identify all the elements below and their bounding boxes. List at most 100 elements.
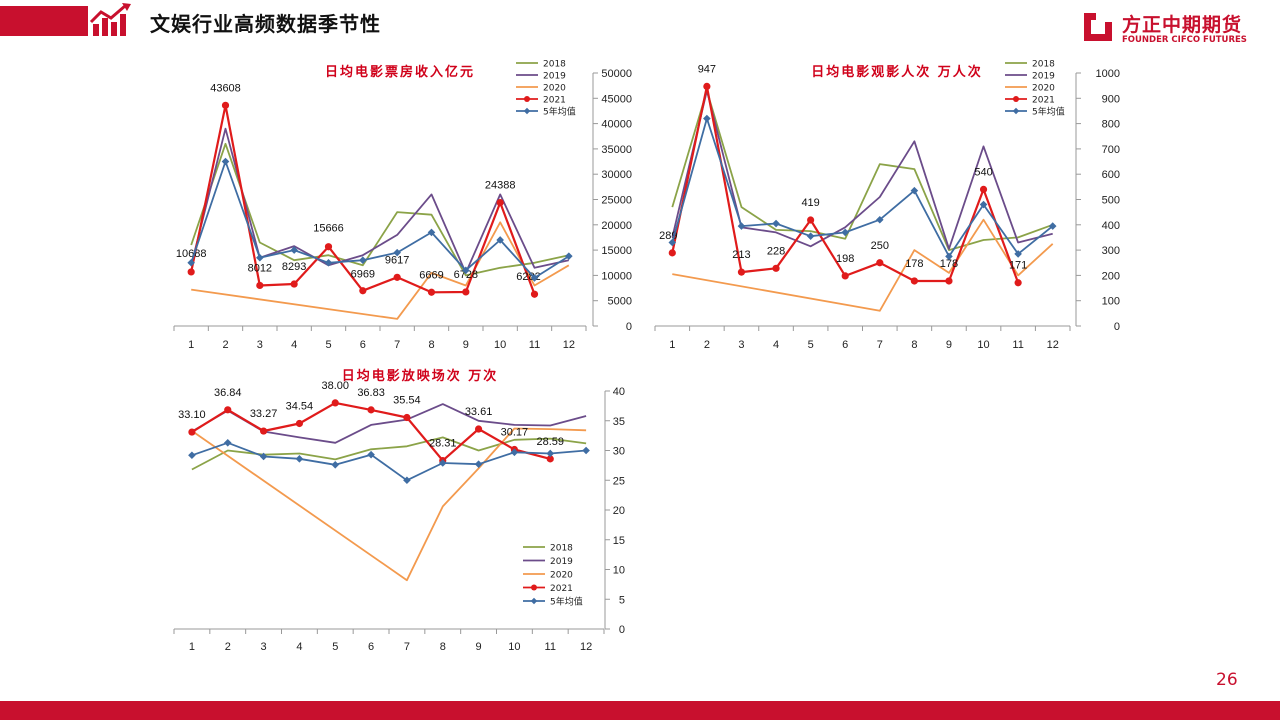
x-tick-label: 12 [580,641,592,653]
point-5yr-avg [331,460,340,469]
point-5yr-avg [668,238,677,247]
data-label: 35.54 [393,395,421,407]
point-5yr-avg [438,459,447,467]
legend-label: 2019 [550,557,573,567]
point-5yr-avg [221,157,230,166]
y-tick-label: 5000 [608,296,632,308]
point-2021 [324,243,333,251]
point-2021 [427,288,436,296]
series-line-2020 [191,427,587,582]
point-2021 [187,268,195,276]
y-tick-label: 30000 [601,169,632,181]
y-tick-label: 600 [1102,169,1120,181]
y-tick-label: 50000 [601,68,632,80]
page-number: 26 [1216,670,1238,690]
legend-label: 2020 [550,571,573,581]
point-5yr-avg [474,460,483,468]
legend-label: 2021 [1032,96,1055,106]
data-label: 228 [767,245,785,257]
point-5yr-avg [427,228,436,237]
point-5yr-avg [582,446,590,455]
chart-title: 日均电影观影人次 万人次 [811,64,983,80]
series-line-5年均值 [190,160,570,279]
point-5yr-avg [875,215,884,224]
legend-label: 2018 [1032,60,1055,70]
point-5yr-avg [359,256,367,265]
x-tick-label: 8 [428,339,434,351]
y-tick-label: 0 [1114,321,1120,333]
x-tick-label: 7 [404,641,410,653]
x-tick-label: 10 [494,339,506,351]
data-label: 213 [732,249,750,261]
point-2021 [945,277,953,285]
footer-red-bar [0,701,1280,720]
point-5yr-avg [806,232,815,240]
x-tick-label: 7 [877,339,883,351]
legend-label: 2020 [543,84,566,94]
x-tick-label: 2 [704,339,710,351]
page-title: 文娱行业高频数据季节性 [150,12,381,36]
point-2021 [359,287,367,295]
x-tick-label: 5 [808,339,814,351]
data-label: 6728 [454,269,478,281]
data-label: 36.84 [214,387,242,399]
x-tick-label: 8 [440,641,446,653]
data-label: 6969 [351,269,375,281]
point-5yr-avg [510,448,519,457]
y-tick-label: 35000 [601,144,632,156]
x-tick-label: 9 [476,641,482,653]
y-tick-label: 10 [613,565,625,577]
x-tick-label: 1 [669,339,675,351]
point-5yr-avg [546,449,555,458]
y-tick-label: 1000 [1096,68,1120,80]
y-tick-label: 400 [1102,220,1120,232]
legend-label: 5年均值 [550,596,583,608]
screenings-chart: 日均电影放映场次 万次1 2 3 4 5 6 7 8 9 10 11 1205101520253035… [173,368,625,653]
y-tick-label: 15 [613,535,625,547]
point-2021 [772,264,780,272]
point-5yr-avg [295,455,304,463]
point-5yr-avg [841,228,850,237]
point-2021 [331,399,339,407]
x-tick-label: 7 [394,339,400,351]
x-tick-label: 3 [261,641,267,653]
point-2021 [256,281,264,290]
legend-marker [1012,107,1020,115]
point-5yr-avg [256,253,264,262]
legend-label: 2020 [1032,84,1055,94]
y-tick-label: 45000 [601,93,632,105]
data-label: 6669 [419,269,443,281]
header-red-bar [0,6,88,36]
series-line-2020 [672,218,1054,312]
data-label: 28.59 [536,436,564,448]
logo-english-name: FOUNDER CIFCO FUTURES [1122,35,1247,45]
data-label: 33.10 [178,409,206,421]
legend-label: 2021 [550,584,573,594]
y-tick-label: 200 [1102,270,1120,282]
x-tick-label: 9 [463,339,469,351]
data-label: 419 [801,197,819,209]
point-5yr-avg [737,222,746,230]
growth-chart-icon [89,3,131,36]
data-label: 38.00 [321,380,349,392]
point-5yr-avg [259,452,268,461]
point-2021 [496,198,504,207]
data-label: 8293 [282,261,306,273]
y-tick-label: 800 [1102,119,1120,131]
legend-label: 5年均值 [1032,106,1065,118]
point-5yr-avg [496,236,504,244]
point-5yr-avg [772,219,780,228]
point-2021 [367,406,375,414]
point-2021 [474,425,483,433]
x-tick-label: 4 [296,641,302,653]
x-tick-label: 1 [189,641,195,653]
data-label: 43608 [210,82,241,94]
point-2021 [403,413,411,422]
y-tick-label: 0 [619,624,625,636]
logo-chinese-name: 方正中期期货 [1122,14,1243,36]
chart-title: 日均电影放映场次 万次 [342,368,499,384]
point-2021 [737,268,746,276]
point-5yr-avg [703,114,711,123]
